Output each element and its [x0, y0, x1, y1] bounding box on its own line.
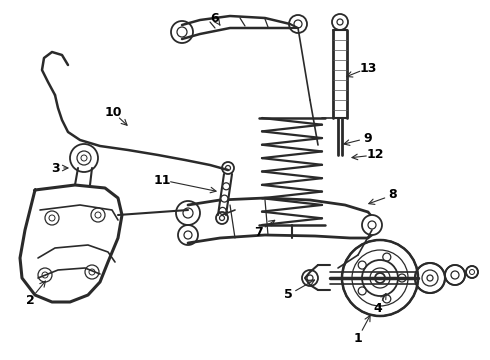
Text: 1: 1: [354, 332, 363, 345]
Text: 4: 4: [374, 302, 382, 315]
Text: 3: 3: [50, 162, 59, 175]
Circle shape: [415, 263, 445, 293]
Circle shape: [445, 265, 465, 285]
Circle shape: [466, 266, 478, 278]
Text: 5: 5: [284, 288, 293, 302]
Text: 13: 13: [359, 62, 377, 75]
Text: 6: 6: [211, 12, 220, 24]
Text: 11: 11: [153, 174, 171, 186]
Circle shape: [342, 240, 418, 316]
Text: 8: 8: [389, 189, 397, 202]
Text: 10: 10: [104, 105, 122, 118]
Text: 7: 7: [254, 225, 262, 238]
Circle shape: [221, 195, 228, 202]
Text: 12: 12: [366, 148, 384, 162]
Circle shape: [362, 215, 382, 235]
Circle shape: [219, 207, 226, 215]
Circle shape: [222, 183, 230, 190]
Text: 2: 2: [25, 293, 34, 306]
Text: 9: 9: [364, 131, 372, 144]
